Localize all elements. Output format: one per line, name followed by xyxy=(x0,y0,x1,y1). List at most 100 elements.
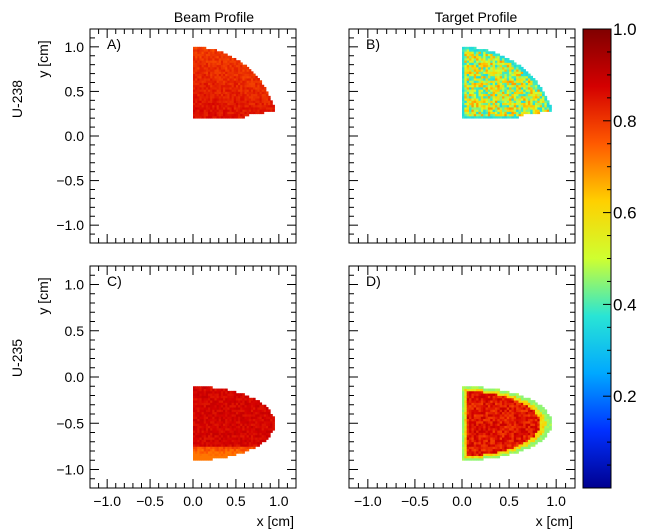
heatmap-cell xyxy=(223,427,226,431)
heatmap-cell xyxy=(471,432,475,436)
heatmap-cell xyxy=(546,414,550,417)
heatmap-cell xyxy=(263,102,267,106)
heatmap-cell xyxy=(212,82,215,86)
heatmap-cell xyxy=(513,66,517,70)
heatmap-cell xyxy=(490,84,493,88)
heatmap-cell xyxy=(214,441,218,445)
heatmap-cell xyxy=(248,80,252,83)
heatmap-cell xyxy=(502,57,505,61)
heatmap-cell xyxy=(506,451,510,454)
heatmap-cell xyxy=(218,89,222,92)
heatmap-cell xyxy=(235,437,239,440)
heatmap-cell xyxy=(265,93,269,97)
heatmap-cell xyxy=(487,78,491,81)
heatmap-cell xyxy=(223,404,226,408)
heatmap-cell xyxy=(227,395,230,399)
heatmap-cell xyxy=(506,75,510,79)
heatmap-cell xyxy=(499,84,503,88)
heatmap-cell xyxy=(490,104,493,108)
heatmap-cell xyxy=(516,409,519,413)
heatmap-cell xyxy=(487,55,491,59)
heatmap-cell xyxy=(216,404,220,408)
heatmap-cell xyxy=(509,104,512,108)
heatmap-cell xyxy=(259,404,263,408)
heatmap-cell xyxy=(231,57,235,61)
heatmap-cell xyxy=(511,89,515,92)
heatmap-cell xyxy=(195,95,198,99)
heatmap-cell xyxy=(539,420,543,424)
heatmap-cell xyxy=(238,407,241,410)
colorbar-scale xyxy=(582,28,612,489)
heatmap-cell xyxy=(227,82,230,86)
heatmap-cell xyxy=(494,402,498,406)
heatmap-cell xyxy=(480,64,484,68)
heatmap-cell xyxy=(473,388,477,392)
heatmap-cell xyxy=(199,60,202,63)
heatmap-cell xyxy=(240,420,243,424)
heatmap-cell xyxy=(539,416,543,420)
heatmap-cell xyxy=(490,407,493,410)
heatmap-cell xyxy=(210,111,213,115)
heatmap-cell xyxy=(195,414,198,417)
heatmap-cell xyxy=(205,388,209,392)
heatmap-cell xyxy=(210,71,213,74)
heatmap-cell xyxy=(532,89,536,92)
heatmap-cell xyxy=(201,107,205,110)
heatmap-cell xyxy=(203,432,207,436)
heatmap-cell xyxy=(195,411,198,415)
heatmap-cell xyxy=(214,418,218,422)
heatmap-cell xyxy=(218,411,222,415)
heatmap-cell xyxy=(480,93,484,97)
heatmap-cell xyxy=(242,434,245,438)
heatmap-cell xyxy=(542,437,545,440)
heatmap-cell xyxy=(229,420,233,424)
heatmap-cell xyxy=(259,432,263,436)
heatmap-cell xyxy=(227,115,230,119)
heatmap-cell xyxy=(272,423,275,426)
heatmap-cell xyxy=(518,71,522,74)
heatmap-cell xyxy=(502,393,505,396)
heatmap-cell xyxy=(502,411,505,415)
heatmap-cell xyxy=(480,100,484,103)
heatmap-cell xyxy=(462,404,465,408)
heatmap-cell xyxy=(253,91,256,95)
heatmap-cell xyxy=(195,420,198,424)
heatmap-cell xyxy=(203,425,207,429)
heatmap-cell xyxy=(476,437,479,440)
heatmap-cell xyxy=(235,404,239,408)
heatmap-cell xyxy=(212,91,215,95)
heatmap-cell xyxy=(270,102,273,106)
heatmap-cell xyxy=(214,75,218,79)
heatmap-cell xyxy=(471,98,475,101)
heatmap-cell xyxy=(478,100,482,103)
heatmap-cell xyxy=(216,104,220,108)
heatmap-cell xyxy=(195,86,198,90)
heatmap-cell xyxy=(490,390,493,394)
heatmap-cell xyxy=(201,439,205,443)
heatmap-cell xyxy=(525,446,529,450)
heatmap-cell xyxy=(223,100,226,103)
heatmap-cell xyxy=(244,434,248,438)
heatmap-cell xyxy=(509,446,512,450)
heatmap-cell xyxy=(518,407,522,410)
heatmap-cell xyxy=(516,441,519,445)
heatmap-cell xyxy=(487,444,491,447)
heatmap-cell xyxy=(208,109,211,112)
heatmap-cell xyxy=(268,107,271,110)
heatmap-cell xyxy=(199,457,202,461)
heatmap-cell xyxy=(525,89,529,92)
heatmap-cell xyxy=(520,82,524,86)
heatmap-cell xyxy=(231,411,235,415)
heatmap-cell xyxy=(218,55,222,59)
heatmap-cell xyxy=(199,448,202,452)
heatmap-cell xyxy=(263,107,267,110)
heatmap-cell xyxy=(480,390,484,394)
heatmap-cell xyxy=(516,395,519,399)
heatmap-cell xyxy=(195,451,198,454)
heatmap-cell xyxy=(497,441,501,445)
heatmap-cell xyxy=(466,397,470,401)
heatmap-cell xyxy=(476,390,479,394)
heatmap-cell xyxy=(253,411,256,415)
heatmap-cell xyxy=(509,420,512,424)
heatmap-cell xyxy=(466,113,470,117)
